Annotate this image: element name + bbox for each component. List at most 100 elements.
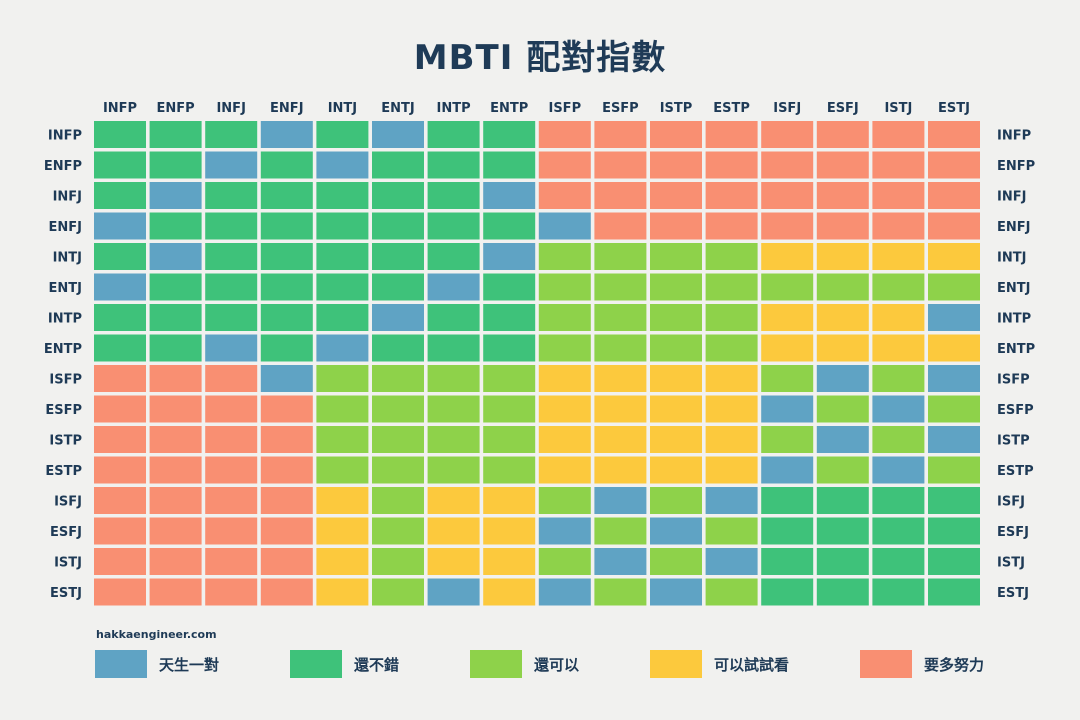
cell-entj-isfj xyxy=(761,273,814,301)
cell-infj-istj xyxy=(872,182,925,209)
cell-intp-enfp xyxy=(149,304,202,331)
column-label-enfp: ENFP xyxy=(157,101,195,116)
cell-isfp-istp xyxy=(650,365,702,392)
cell-esfp-isfj xyxy=(761,395,814,423)
cell-infj-entj xyxy=(372,182,424,209)
cell-istp-estj xyxy=(928,426,980,453)
cell-isfp-infj xyxy=(205,365,258,392)
cell-esfj-enfj xyxy=(260,517,313,545)
cell-entp-estp xyxy=(705,334,758,362)
cell-intj-esfj xyxy=(816,243,869,270)
cell-esfj-isfj xyxy=(761,517,814,545)
cell-enfp-istj xyxy=(872,151,925,179)
cell-entj-entj xyxy=(372,273,424,301)
legend-item-5: 要多努力 xyxy=(860,650,984,678)
cell-intj-isfp xyxy=(538,243,591,270)
legend-label: 還不錯 xyxy=(354,655,400,674)
cell-estj-intj xyxy=(316,578,369,606)
cell-istj-esfj xyxy=(816,548,869,575)
column-label-esfj: ESFJ xyxy=(827,101,859,116)
cell-entj-istp xyxy=(650,273,702,301)
cell-istp-intp xyxy=(427,426,480,453)
row-label-left-infj: INFJ xyxy=(53,190,82,205)
cell-isfp-entp xyxy=(483,365,536,392)
cell-isfj-enfj xyxy=(260,487,313,514)
cell-infp-entp xyxy=(483,121,536,148)
cell-estj-enfp xyxy=(149,578,202,606)
cell-infj-istp xyxy=(650,182,702,209)
cell-isfp-esfj xyxy=(816,365,869,392)
row-label-right-isfj: ISFJ xyxy=(997,495,1025,510)
column-label-intj: INTJ xyxy=(328,101,357,116)
row-label-left-entp: ENTP xyxy=(44,342,82,357)
cell-esfj-esfj xyxy=(816,517,869,545)
cell-infp-estp xyxy=(705,121,758,148)
cell-infp-esfj xyxy=(816,121,869,148)
row-label-right-istj: ISTJ xyxy=(997,556,1025,571)
legend-swatch xyxy=(650,650,702,678)
cell-esfj-intj xyxy=(316,517,369,545)
cell-enfj-infj xyxy=(205,212,258,240)
cell-infp-infp xyxy=(94,121,146,148)
cell-istj-istp xyxy=(650,548,702,575)
cell-isfj-esfp xyxy=(594,487,647,514)
row-label-left-enfp: ENFP xyxy=(44,159,82,174)
cell-estp-isfj xyxy=(761,456,814,484)
cell-istj-isfj xyxy=(761,548,814,575)
cell-enfp-enfj xyxy=(260,151,313,179)
cell-infp-istp xyxy=(650,121,702,148)
cell-infp-intj xyxy=(316,121,369,148)
cell-isfp-intj xyxy=(316,365,369,392)
legend-item-2: 還不錯 xyxy=(290,650,399,678)
cell-enfj-entj xyxy=(372,212,424,240)
row-label-left-entj: ENTJ xyxy=(49,281,82,296)
cell-enfj-esfj xyxy=(816,212,869,240)
legend-swatch xyxy=(860,650,912,678)
cell-isfp-enfj xyxy=(260,365,313,392)
cell-esfp-esfj xyxy=(816,395,869,423)
cell-entj-esfj xyxy=(816,273,869,301)
cell-estp-entp xyxy=(483,456,536,484)
cell-estp-esfp xyxy=(594,456,647,484)
cell-entp-intj xyxy=(316,334,369,362)
cell-intp-intp xyxy=(427,304,480,331)
cell-entp-intp xyxy=(427,334,480,362)
cell-enfp-isfj xyxy=(761,151,814,179)
cell-infj-intj xyxy=(316,182,369,209)
cell-esfj-entp xyxy=(483,517,536,545)
cell-estj-intp xyxy=(427,578,480,606)
legend-label: 天生一對 xyxy=(159,655,220,674)
cell-isfp-estp xyxy=(705,365,758,392)
column-label-istp: ISTP xyxy=(660,101,693,116)
cell-enfp-intp xyxy=(427,151,480,179)
column-label-isfp: ISFP xyxy=(548,101,581,116)
column-labels: INFP ENFP INFJ ENFJ INTJ ENTJ INTP ENTP ISFP ESFP… xyxy=(103,101,970,116)
cell-istp-entp xyxy=(483,426,536,453)
cell-estj-isfj xyxy=(761,578,814,606)
row-label-left-intj: INTJ xyxy=(53,251,82,266)
cell-estp-enfp xyxy=(149,456,202,484)
legend-label: 還可以 xyxy=(534,655,580,674)
cell-istp-infj xyxy=(205,426,258,453)
cell-infj-intp xyxy=(427,182,480,209)
cell-istj-infp xyxy=(94,548,146,575)
row-label-left-esfp: ESFP xyxy=(45,403,82,418)
cell-estp-estj xyxy=(928,456,980,484)
cell-intp-entj xyxy=(372,304,424,331)
cell-estp-enfj xyxy=(260,456,313,484)
legend-label: 可以試試看 xyxy=(714,655,790,674)
cell-enfj-intp xyxy=(427,212,480,240)
cell-intj-esfp xyxy=(594,243,647,270)
cell-enfp-entj xyxy=(372,151,424,179)
row-label-right-estj: ESTJ xyxy=(997,586,1029,601)
cell-esfp-entj xyxy=(372,395,424,423)
cell-infp-intp xyxy=(427,121,480,148)
cell-enfp-intj xyxy=(316,151,369,179)
cell-entj-esfp xyxy=(594,273,647,301)
row-label-right-enfp: ENFP xyxy=(997,159,1035,174)
cell-enfj-isfj xyxy=(761,212,814,240)
row-label-right-esfj: ESFJ xyxy=(997,525,1029,540)
cell-isfj-estj xyxy=(928,487,980,514)
cell-entp-isfj xyxy=(761,334,814,362)
cell-isfp-infp xyxy=(94,365,146,392)
